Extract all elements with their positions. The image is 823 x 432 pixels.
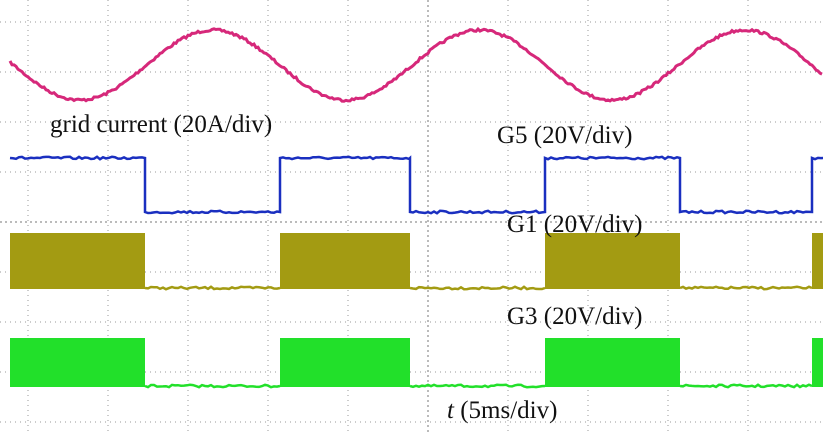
time-label: t (5ms/div) xyxy=(447,397,557,424)
g3-pulse-block xyxy=(545,338,680,387)
g3-pulse-block xyxy=(10,338,145,387)
oscilloscope-screen: grid current (20A/div) G5 (20V/div) G1 (… xyxy=(0,0,823,432)
g3-pulse-block xyxy=(812,338,823,387)
g5-label: G5 (20V/div) xyxy=(497,122,632,149)
g1-label: G1 (20V/div) xyxy=(507,211,642,238)
g3-pulse-block xyxy=(280,338,410,387)
g1-pulse-block xyxy=(812,233,823,289)
time-unit: (5ms/div) xyxy=(460,397,557,424)
time-symbol: t xyxy=(447,397,455,424)
g1-pulse-block xyxy=(280,233,410,289)
grid-current-label: grid current (20A/div) xyxy=(50,111,272,138)
g1-pulse-block xyxy=(545,233,680,289)
g1-pulse-block xyxy=(10,233,145,289)
g3-label: G3 (20V/div) xyxy=(507,303,642,330)
